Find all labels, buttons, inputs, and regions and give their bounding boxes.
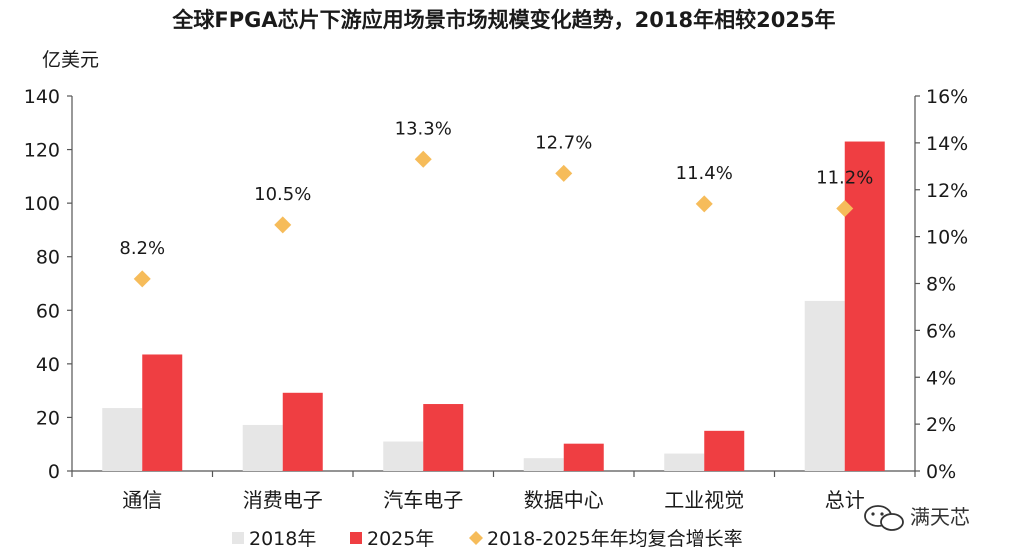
y-axis-unit-label: 亿美元: [42, 49, 99, 71]
right-tick-label: 4%: [926, 367, 956, 389]
bar-2025: [142, 354, 183, 471]
left-tick-label: 80: [36, 247, 60, 269]
bar-2018: [383, 441, 424, 471]
left-tick-label: 0: [48, 461, 60, 483]
bar-2025: [423, 404, 464, 471]
category-label: 总计: [825, 488, 865, 512]
category-label: 通信: [122, 488, 162, 512]
category-labels: 通信 消费电子 汽车电子 数据中心 工业视觉 总计: [71, 471, 916, 512]
cagr-marker: [836, 200, 854, 217]
legend-swatch-2025: [350, 532, 362, 544]
legend-label-2018: 2018年: [249, 528, 316, 550]
legend-label-2025: 2025年: [367, 528, 434, 550]
cagr-data-label: 8.2%: [119, 238, 165, 259]
chart-title: 全球FPGA芯片下游应用场景市场规模变化趋势，2018年相较2025年: [171, 8, 835, 32]
right-axis: 0% 2% 4% 6% 8% 10% 12% 14% 16%: [914, 86, 968, 483]
left-tick-label: 20: [36, 407, 60, 429]
right-tick-label: 14%: [926, 133, 968, 155]
watermark-right: 满天芯: [864, 505, 970, 531]
cagr-marker: [414, 150, 432, 168]
category-label: 数据中心: [524, 488, 604, 512]
right-tick-label: 12%: [926, 180, 968, 202]
left-tick-label: 100: [24, 193, 60, 215]
legend-marker-cagr: [469, 531, 483, 545]
watermark-right-text: 满天芯: [910, 505, 970, 529]
right-tick-label: 8%: [926, 274, 956, 296]
legend: 2018年 2025年 2018-2025年年均复合增长率: [232, 528, 743, 550]
bar-2018: [804, 300, 845, 471]
right-tick-label: 2%: [926, 414, 956, 436]
right-tick-label: 6%: [926, 320, 956, 342]
cagr-marker: [133, 270, 151, 288]
watermark-left-logo: [0, 532, 28, 553]
cagr-data-label: 12.7%: [535, 132, 592, 153]
bar-2018: [664, 453, 705, 471]
left-tick-label: 40: [36, 354, 60, 376]
watermark-left: 大数跨境: [0, 530, 122, 554]
bars-group: [102, 141, 885, 472]
watermark-right-logo: [864, 505, 904, 531]
bar-2018: [242, 424, 283, 471]
bar-2025: [282, 392, 323, 471]
cagr-marker: [555, 164, 573, 182]
cagr-markers-group: 8.2% 10.5% 13.3% 12.7% 11.4% 11.2%: [119, 118, 873, 288]
right-tick-label: 16%: [926, 86, 968, 108]
left-tick-label: 140: [24, 86, 60, 108]
cagr-data-label: 13.3%: [395, 118, 452, 139]
cagr-marker: [695, 195, 713, 213]
category-label: 消费电子: [243, 488, 323, 512]
cagr-data-label: 11.2%: [816, 168, 873, 189]
left-tick-label: 60: [36, 300, 60, 322]
bar-2025: [844, 141, 885, 472]
cagr-data-label: 10.5%: [254, 184, 311, 205]
right-tick-label: 10%: [926, 227, 968, 249]
category-label: 汽车电子: [383, 488, 463, 512]
legend-label-cagr: 2018-2025年年均复合增长率: [487, 528, 743, 550]
cagr-data-label: 11.4%: [676, 163, 733, 184]
bar-2025: [704, 430, 745, 471]
legend-swatch-2018: [232, 532, 244, 544]
bar-2018: [102, 408, 143, 471]
right-tick-label: 0%: [926, 461, 956, 483]
watermark-left-text: 大数跨境: [42, 530, 122, 554]
cagr-marker: [274, 216, 292, 234]
bar-2018: [523, 458, 564, 471]
bar-2025: [563, 443, 604, 471]
category-label: 工业视觉: [664, 488, 744, 512]
left-tick-label: 120: [24, 140, 60, 162]
